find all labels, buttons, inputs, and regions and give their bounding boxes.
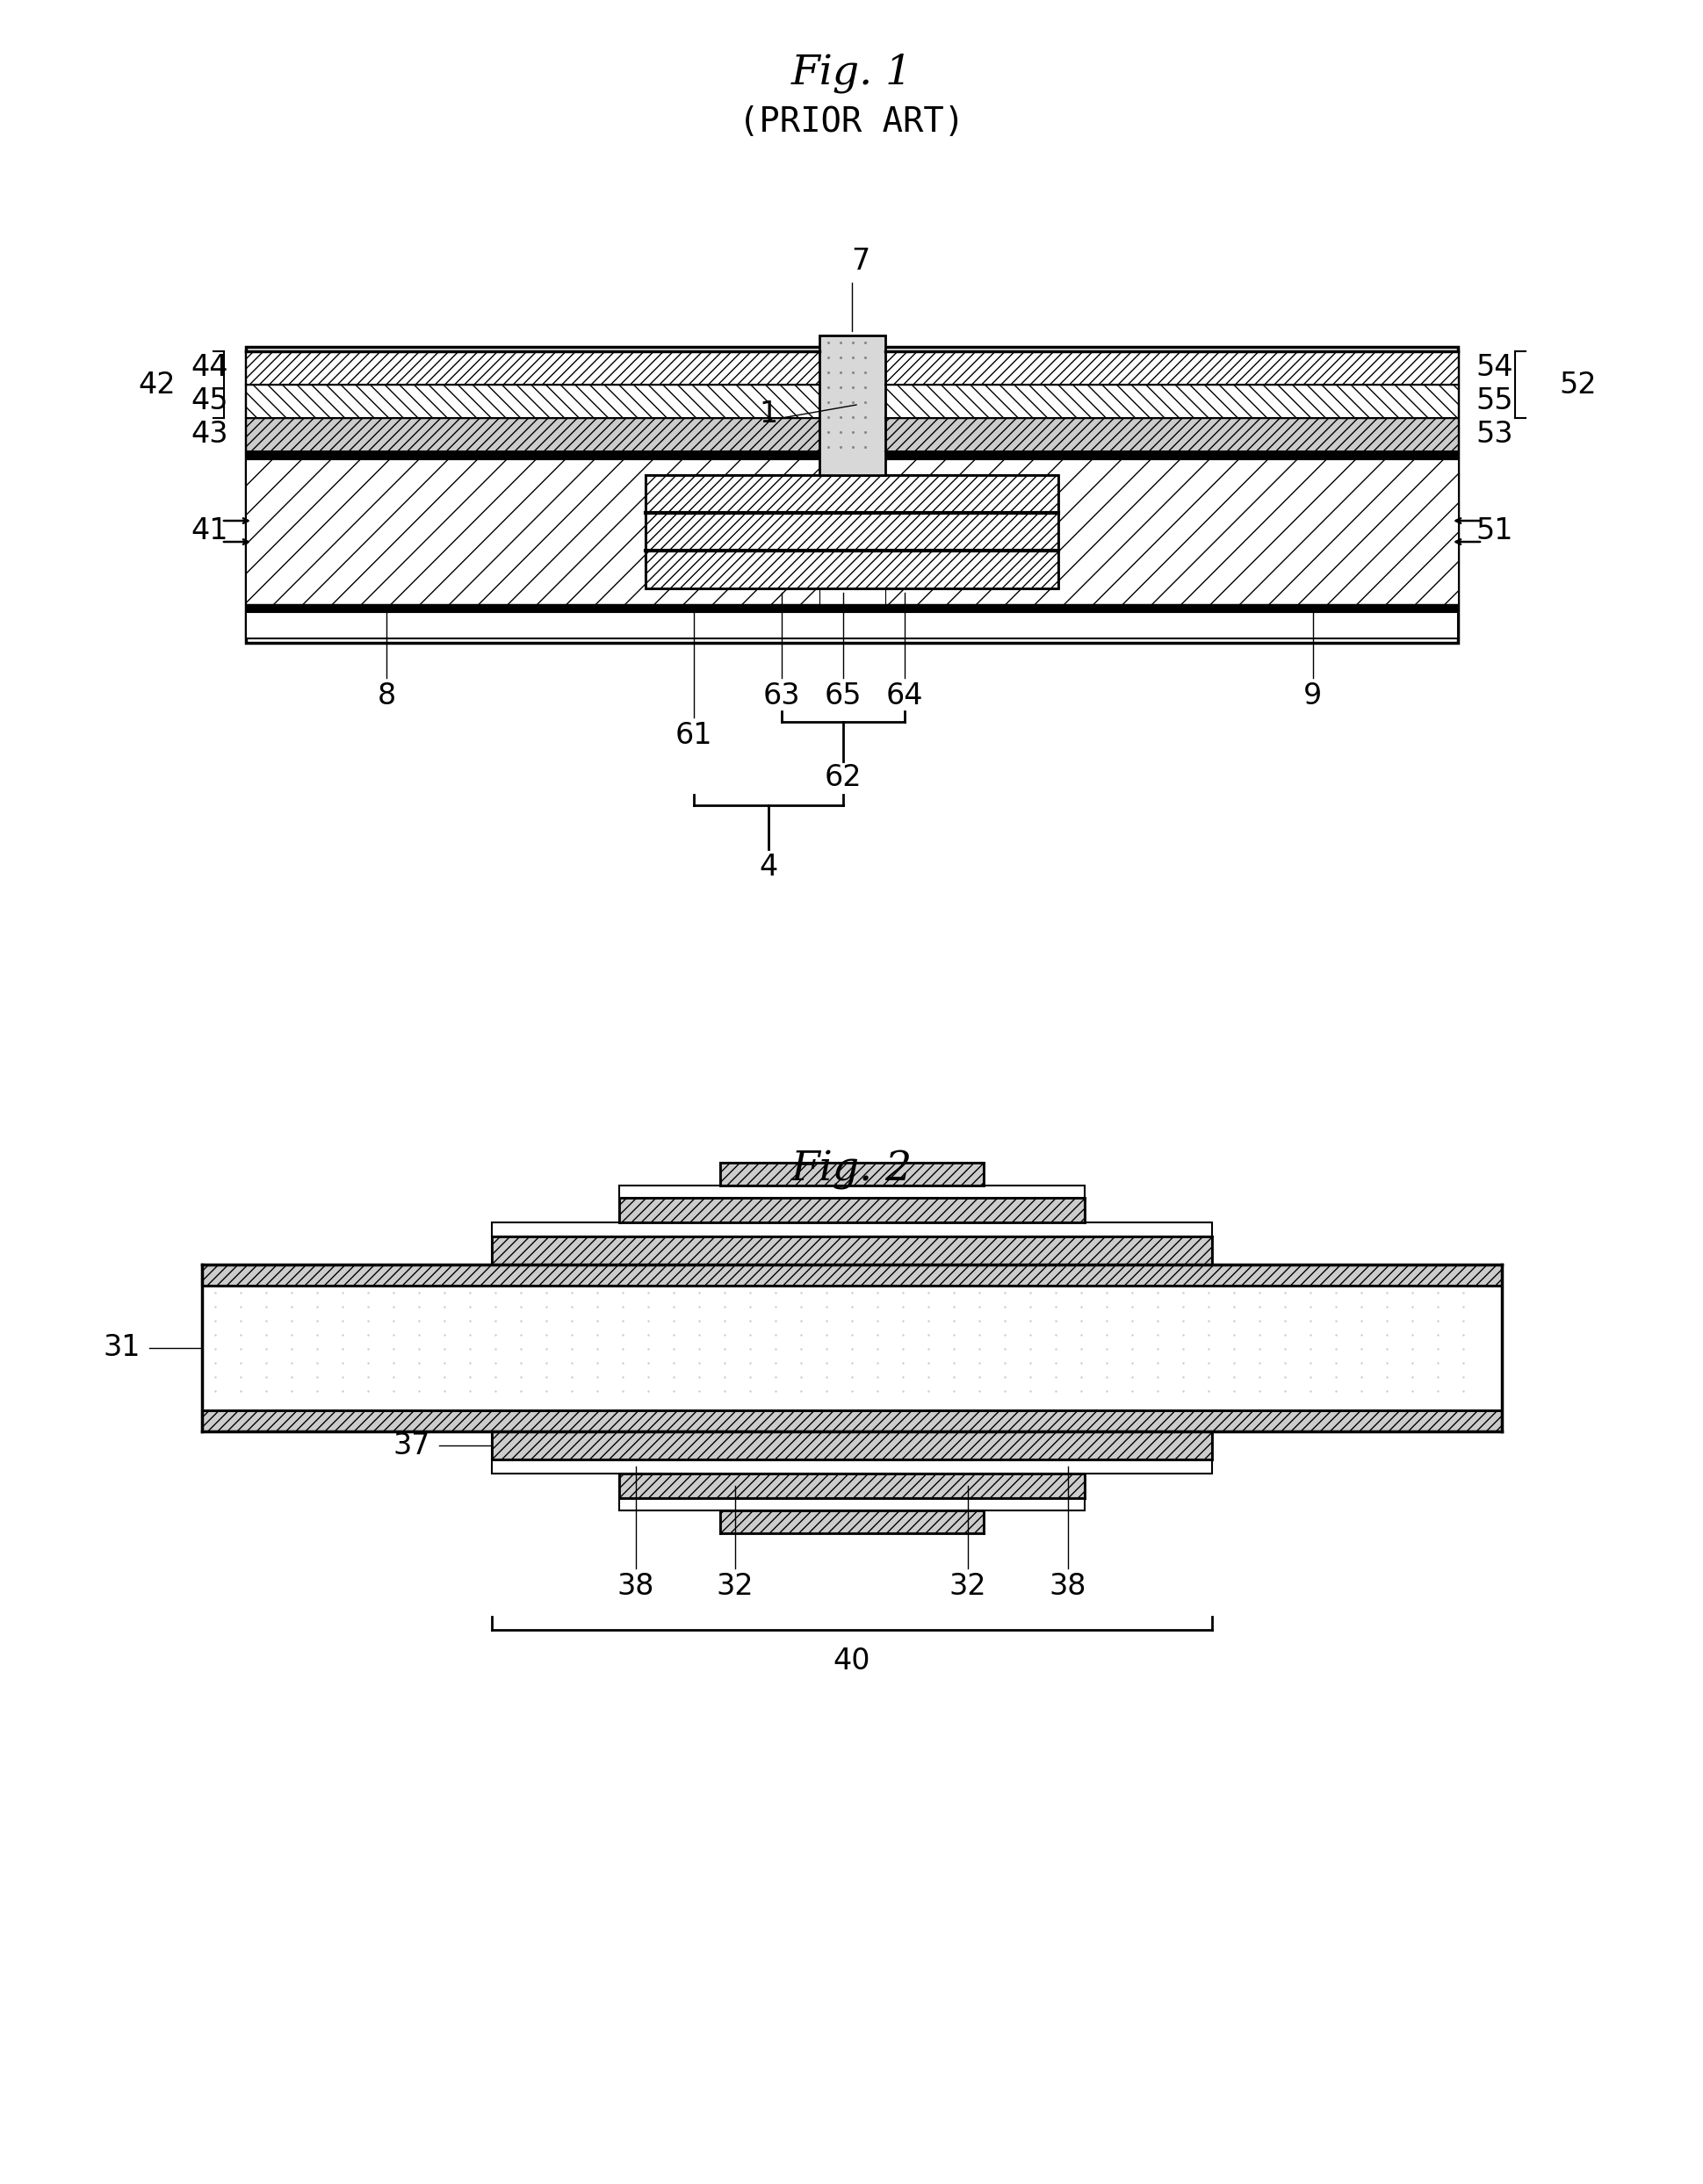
Bar bbox=[245, 459, 819, 605]
Bar bbox=[492, 1236, 1211, 1265]
Text: 7: 7 bbox=[852, 247, 870, 275]
Text: Fig. 2: Fig. 2 bbox=[790, 1151, 913, 1190]
Text: 32: 32 bbox=[715, 1572, 753, 1601]
Bar bbox=[886, 459, 1458, 605]
Bar bbox=[645, 513, 1058, 550]
Text: 38: 38 bbox=[1049, 1572, 1087, 1601]
Bar bbox=[203, 1411, 1500, 1431]
Text: 32: 32 bbox=[949, 1572, 986, 1601]
Text: 37: 37 bbox=[393, 1431, 431, 1459]
Bar bbox=[720, 1162, 983, 1186]
Bar bbox=[618, 1197, 1085, 1223]
Text: 51: 51 bbox=[1475, 518, 1512, 546]
Text: 65: 65 bbox=[824, 681, 862, 710]
Text: 61: 61 bbox=[674, 721, 712, 749]
Bar bbox=[819, 336, 886, 476]
Text: 8: 8 bbox=[376, 681, 395, 710]
Text: 42: 42 bbox=[138, 369, 175, 400]
Bar bbox=[492, 1431, 1211, 1459]
Bar bbox=[886, 352, 1458, 384]
Bar bbox=[245, 612, 1458, 638]
Bar bbox=[645, 550, 1058, 590]
Text: 53: 53 bbox=[1475, 419, 1512, 450]
Bar bbox=[245, 417, 819, 452]
Bar bbox=[886, 417, 1458, 452]
Bar bbox=[886, 384, 1458, 417]
Text: 44: 44 bbox=[191, 354, 228, 382]
Text: 43: 43 bbox=[191, 419, 228, 450]
Bar bbox=[245, 605, 1458, 612]
Text: 45: 45 bbox=[191, 387, 228, 415]
Text: 40: 40 bbox=[833, 1647, 870, 1675]
Bar bbox=[245, 384, 819, 417]
Text: 41: 41 bbox=[191, 518, 228, 546]
Bar bbox=[245, 452, 1458, 459]
Bar bbox=[618, 1186, 1085, 1197]
Bar bbox=[645, 476, 1058, 587]
Bar bbox=[720, 1511, 983, 1533]
Text: 52: 52 bbox=[1558, 369, 1596, 400]
Bar bbox=[245, 352, 819, 384]
Text: 55: 55 bbox=[1475, 387, 1512, 415]
Bar bbox=[618, 1474, 1085, 1498]
Text: 54: 54 bbox=[1475, 354, 1512, 382]
Text: 63: 63 bbox=[763, 681, 800, 710]
Text: Fig. 1: Fig. 1 bbox=[790, 52, 913, 92]
Text: 64: 64 bbox=[886, 681, 923, 710]
Text: (PRIOR ART): (PRIOR ART) bbox=[739, 105, 964, 140]
Text: 4: 4 bbox=[760, 852, 778, 882]
Text: 9: 9 bbox=[1303, 681, 1322, 710]
Bar bbox=[645, 476, 1058, 513]
Text: 1: 1 bbox=[760, 400, 778, 428]
Bar bbox=[492, 1459, 1211, 1474]
Bar bbox=[203, 1265, 1500, 1286]
Bar bbox=[492, 1223, 1211, 1236]
Text: 62: 62 bbox=[824, 762, 862, 793]
Text: 38: 38 bbox=[616, 1572, 654, 1601]
Text: 31: 31 bbox=[104, 1334, 140, 1363]
Bar bbox=[245, 347, 1458, 642]
Bar bbox=[203, 1286, 1500, 1411]
Bar bbox=[618, 1498, 1085, 1511]
